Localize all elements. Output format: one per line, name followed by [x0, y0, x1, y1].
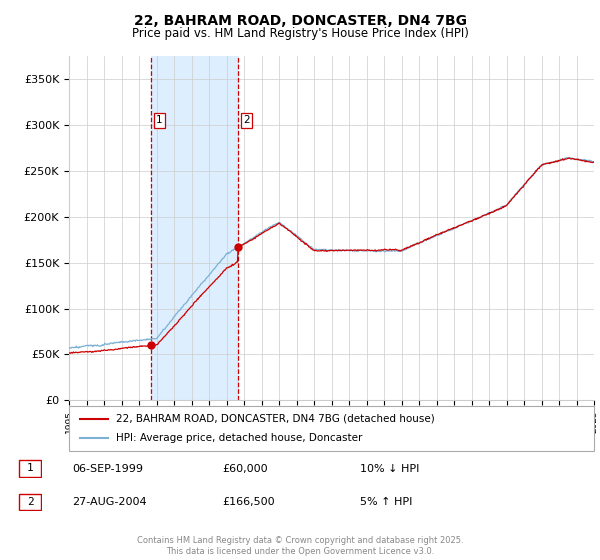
Text: 06-SEP-1999: 06-SEP-1999: [72, 464, 143, 474]
Text: 10% ↓ HPI: 10% ↓ HPI: [360, 464, 419, 474]
Text: Contains HM Land Registry data © Crown copyright and database right 2025.
This d: Contains HM Land Registry data © Crown c…: [137, 536, 463, 556]
Text: 1: 1: [26, 464, 34, 473]
Text: 2: 2: [26, 497, 34, 507]
Text: 27-AUG-2004: 27-AUG-2004: [72, 497, 146, 507]
Bar: [151, 56, 238, 400]
Text: £60,000: £60,000: [222, 464, 268, 474]
Text: £166,500: £166,500: [222, 497, 275, 507]
Text: 2: 2: [243, 115, 250, 125]
Text: 22, BAHRAM ROAD, DONCASTER, DN4 7BG: 22, BAHRAM ROAD, DONCASTER, DN4 7BG: [133, 14, 467, 28]
Text: Price paid vs. HM Land Registry's House Price Index (HPI): Price paid vs. HM Land Registry's House …: [131, 27, 469, 40]
Text: 5% ↑ HPI: 5% ↑ HPI: [360, 497, 412, 507]
Text: 1: 1: [156, 115, 163, 125]
Text: HPI: Average price, detached house, Doncaster: HPI: Average price, detached house, Donc…: [116, 433, 362, 444]
Text: 22, BAHRAM ROAD, DONCASTER, DN4 7BG (detached house): 22, BAHRAM ROAD, DONCASTER, DN4 7BG (det…: [116, 413, 435, 423]
